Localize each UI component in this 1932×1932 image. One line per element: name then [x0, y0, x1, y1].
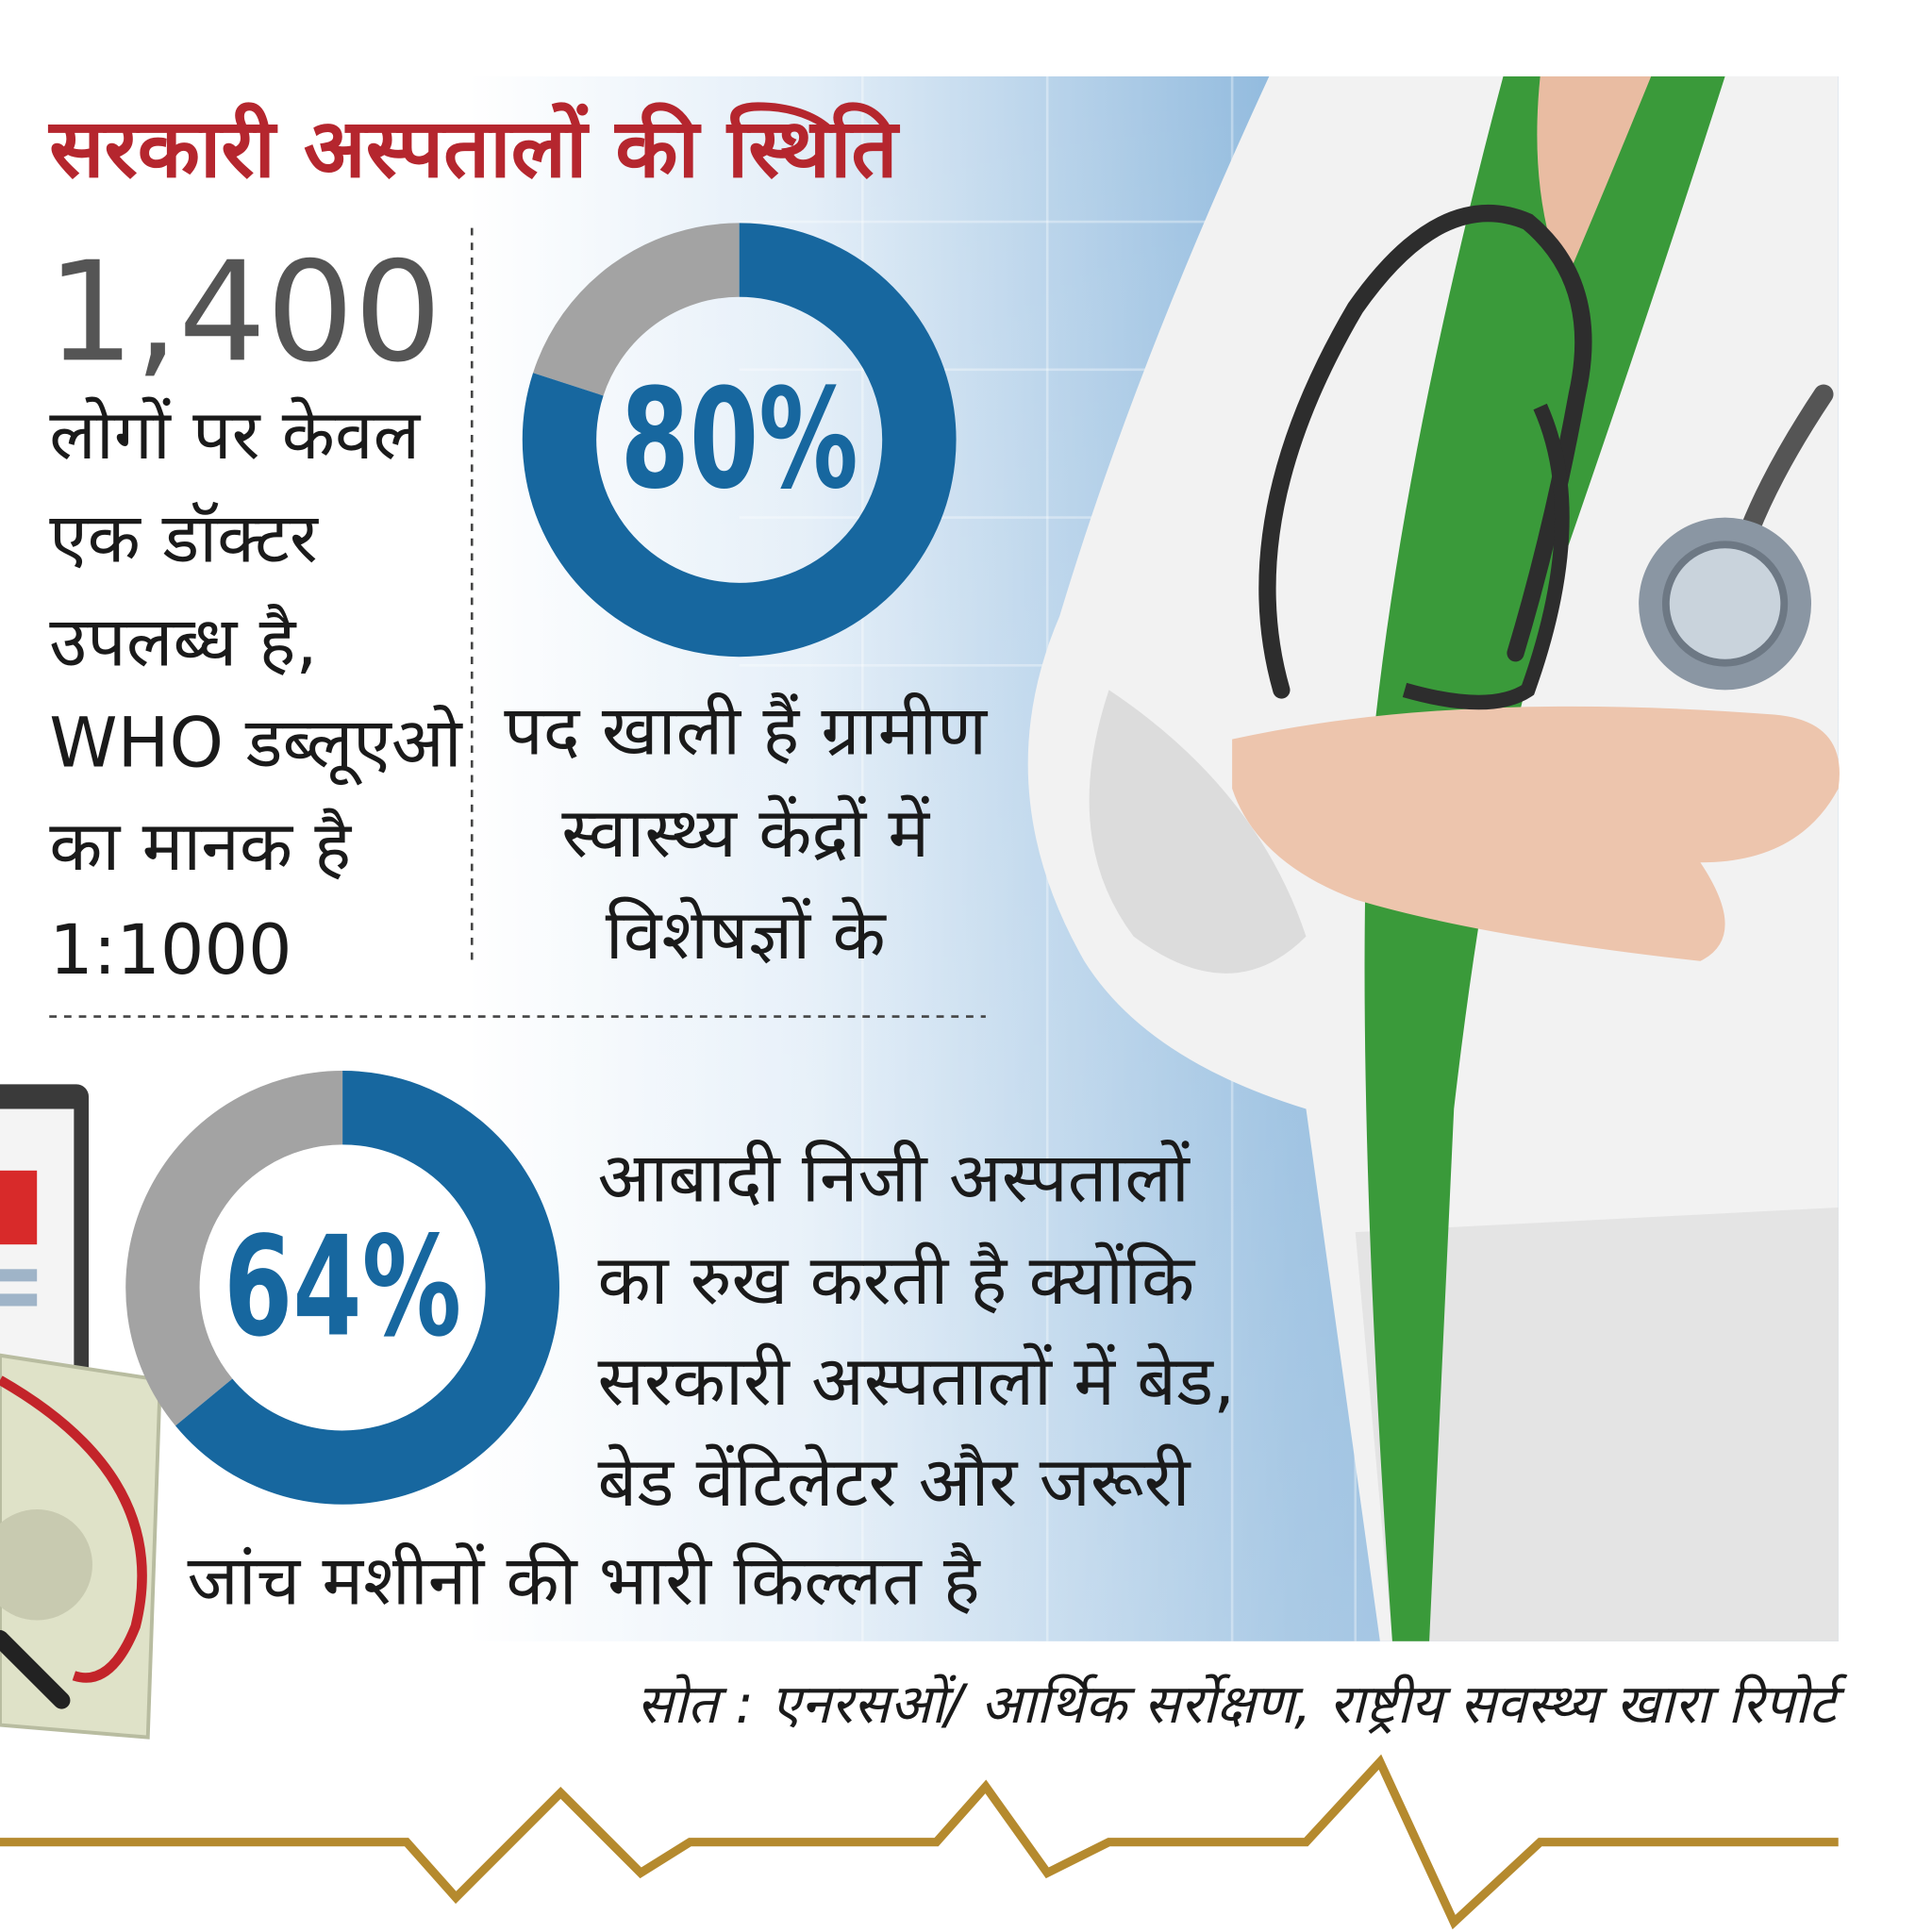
donut-caption: स्वास्थ्य केंद्रों में	[561, 793, 930, 874]
stat-line: लोगों पर केवल	[49, 395, 421, 475]
donut-remainder	[125, 1071, 343, 1426]
donut-caption: सरकारी अस्पतालों में बेड,	[597, 1341, 1235, 1422]
donut-value	[175, 1071, 559, 1505]
donut-caption: बेड वेंटिलेटर और जरूरी	[597, 1442, 1191, 1523]
donut-caption: विशेषज्ञों के	[606, 895, 888, 975]
stat-number: 1,400	[47, 232, 442, 392]
donut-label: 64%	[224, 1208, 461, 1368]
donut-label-group: 64%	[224, 1208, 461, 1368]
donut-charts: 80% पद खाली हैं ग्रामीण स्वास्थ्य केंद्रों…	[125, 223, 1235, 1622]
doctor-illustration	[1027, 75, 1840, 1641]
donut-caption: का रुख करती है क्योंकि	[597, 1241, 1196, 1321]
stat-line: का मानक है	[49, 807, 352, 887]
source: सोत : एनरसओं/ आर्थिक सर्रोक्षण, राष्ट्री…	[637, 1673, 1849, 1736]
stat-line: उपलब्ध है,	[49, 602, 317, 682]
donut-value	[522, 223, 957, 658]
heartbeat-line	[0, 1754, 1839, 1930]
donut-remainder	[533, 223, 741, 397]
left-decoration	[0, 1084, 162, 1740]
stat-line: WHO डब्लूएओ	[49, 703, 463, 786]
title: सरकारी अस्पतालों की स्थिति	[47, 102, 900, 196]
stat-text: लोगों पर केवल एक डॉक्टर उपलब्ध है, WHO डब्ल…	[49, 395, 463, 991]
donut-caption: जांच मशीनों की भारी किल्लत है	[188, 1541, 981, 1622]
donut-caption: पद खाली हैं ग्रामीण	[504, 691, 988, 771]
donut-label: 80%	[621, 360, 858, 521]
stat-line: 1:1000	[49, 910, 291, 991]
donut-caption: आबादी निजी अस्पतालों	[597, 1138, 1190, 1218]
donut-label-group: 80%	[621, 360, 858, 521]
stat-line: एक डॉक्टर	[49, 499, 319, 579]
